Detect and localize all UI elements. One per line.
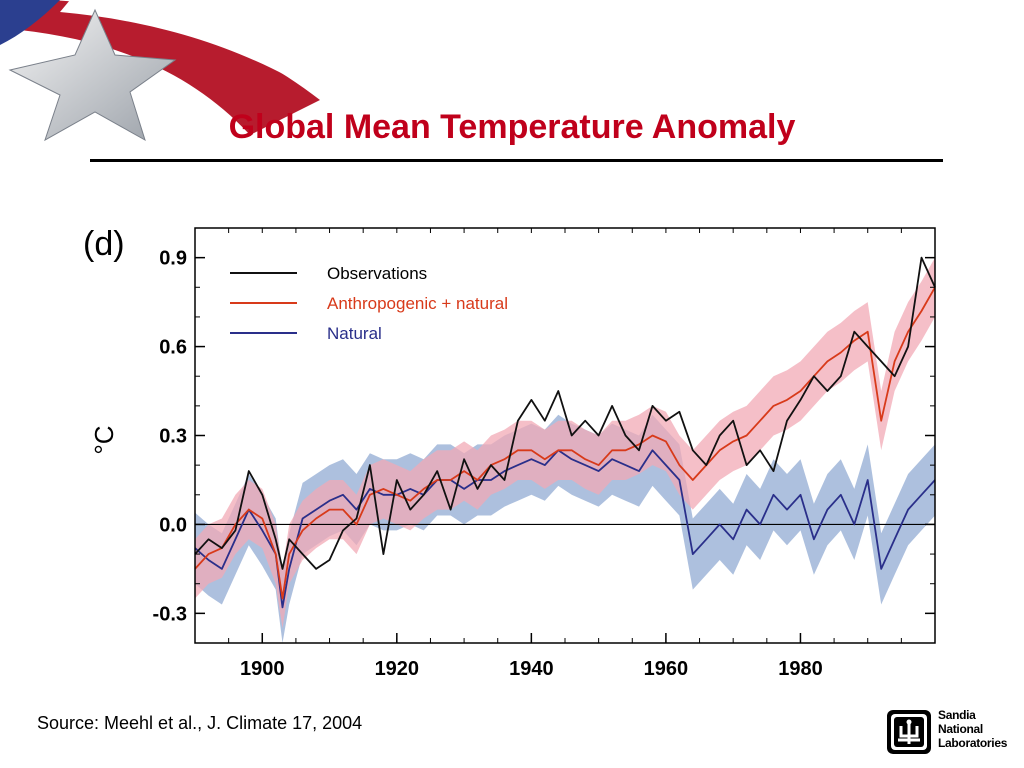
x-tick-label: 1960 — [644, 658, 689, 680]
series-line-observations — [194, 256, 936, 570]
legend-label-observations: Observations — [327, 264, 427, 283]
sandia-thunderbird-icon — [887, 710, 931, 754]
sandia-line-1: Sandia — [938, 708, 976, 722]
title-divider — [90, 159, 943, 162]
x-tick-label: 1920 — [375, 658, 420, 680]
y-tick-label: -0.3 — [153, 603, 187, 625]
y-tick-label: 0.3 — [159, 426, 187, 448]
legend-label-natural: Natural — [327, 324, 382, 343]
panel-label: (d) — [83, 225, 125, 263]
y-tick-label: 0.9 — [159, 248, 187, 270]
star-flag-icon — [0, 0, 330, 142]
source-citation: Source: Meehl et al., J. Climate 17, 200… — [37, 713, 363, 733]
temperature-chart: 0.9 0.6 0.3 0.0 -0.3 1900 1920 1940 1960 1980 (d) °… — [83, 225, 936, 680]
x-tick-label: 1980 — [778, 658, 823, 680]
band-anthropogenic-natural — [195, 257, 935, 629]
x-tick-label: 1900 — [240, 658, 284, 680]
y-axis-label: °C — [89, 425, 119, 454]
sandia-wordmark: Sandia National Laboratories — [938, 708, 1007, 750]
legend-label-anthropogenic-natural: Anthropogenic + natural — [327, 294, 508, 313]
x-tick-label: 1940 — [509, 658, 554, 680]
sandia-line-2: National — [938, 722, 983, 736]
slide-title: Global Mean Temperature Anomaly — [228, 108, 796, 146]
y-tick-label: 0.0 — [159, 514, 187, 536]
sandia-logo: Sandia National Laboratories — [887, 708, 1007, 758]
y-tick-label: 0.6 — [159, 337, 187, 359]
series-line-anthropogenic-natural — [194, 286, 936, 600]
sandia-line-3: Laboratories — [938, 736, 1008, 750]
